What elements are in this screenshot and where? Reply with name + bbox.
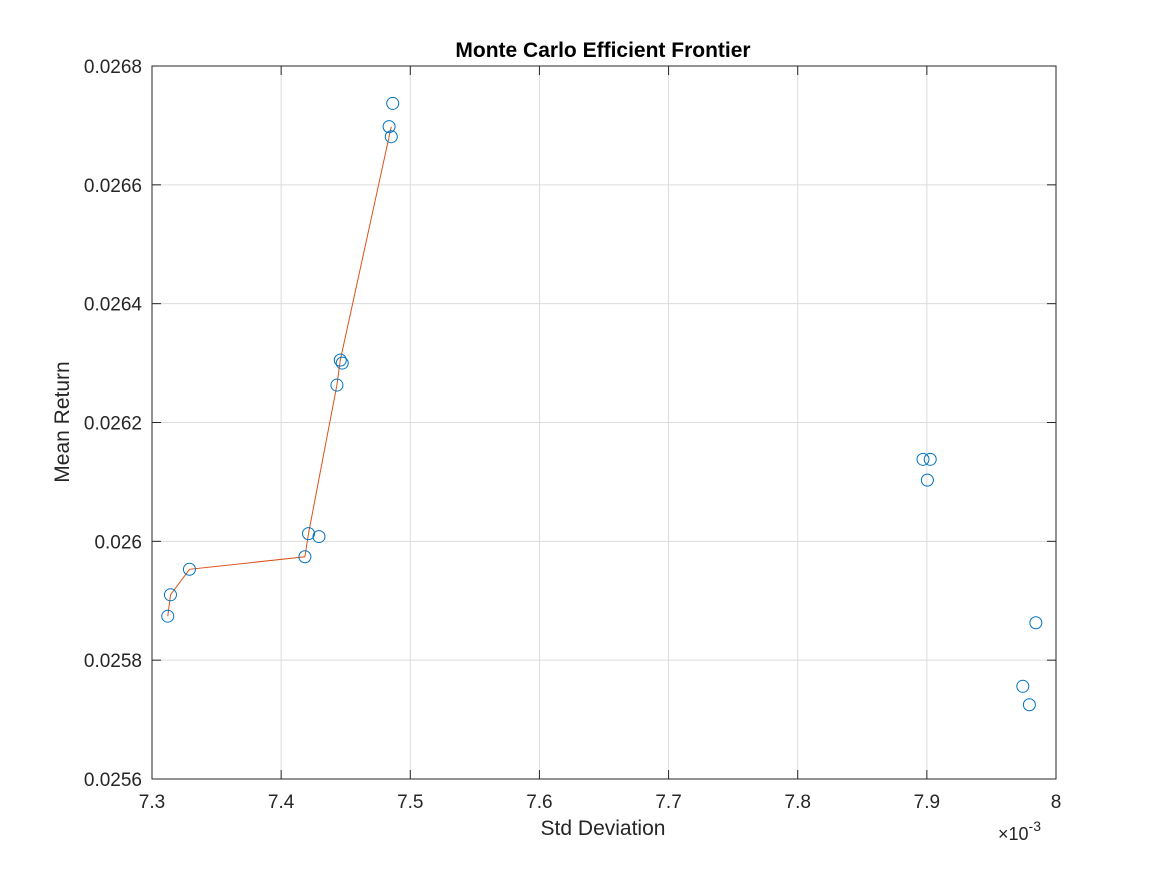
x-exponent-power: -3 bbox=[1029, 818, 1042, 834]
x-tick-label: 7.5 bbox=[397, 792, 423, 813]
portfolio-point bbox=[161, 609, 175, 623]
chart-title: Monte Carlo Efficient Frontier bbox=[455, 39, 750, 62]
portfolio-point bbox=[335, 356, 349, 370]
x-exponent-prefix: ×10 bbox=[998, 824, 1029, 844]
y-tick-label: 0.0266 bbox=[84, 176, 142, 197]
x-axis-exponent: ×10-3 bbox=[998, 818, 1041, 844]
y-axis-label: Mean Return bbox=[51, 361, 74, 482]
portfolio-point bbox=[312, 530, 326, 544]
y-tick-labels: 0.0256 0.0258 0.026 0.0262 0.0264 0.0266 0.026… bbox=[84, 57, 143, 791]
y-tick-label: 0.0258 bbox=[84, 651, 142, 672]
x-tick-label: 7.6 bbox=[526, 792, 552, 813]
portfolio-point bbox=[923, 452, 937, 466]
x-tick-label: 8 bbox=[1051, 792, 1062, 813]
y-tick-label: 0.0264 bbox=[84, 295, 143, 316]
grid bbox=[151, 65, 1057, 780]
portfolio-point bbox=[1016, 679, 1030, 693]
x-tick-label: 7.9 bbox=[914, 792, 940, 813]
portfolio-point bbox=[1022, 698, 1036, 712]
tick-marks bbox=[151, 65, 1057, 780]
x-tick-label: 7.4 bbox=[268, 792, 295, 813]
series-points bbox=[161, 96, 1043, 712]
y-tick-label: 0.026 bbox=[94, 532, 142, 553]
frontier-line bbox=[167, 126, 392, 617]
portfolio-point bbox=[302, 527, 316, 541]
y-tick-label: 0.0268 bbox=[84, 57, 142, 78]
series-lines bbox=[167, 126, 392, 617]
portfolio-point bbox=[384, 130, 398, 144]
portfolio-point bbox=[916, 452, 930, 466]
portfolio-point bbox=[1029, 616, 1043, 630]
portfolio-point bbox=[298, 550, 312, 564]
portfolio-point bbox=[330, 378, 344, 392]
portfolio-point bbox=[382, 120, 396, 134]
x-tick-label: 7.7 bbox=[655, 792, 681, 813]
y-tick-label: 0.0256 bbox=[84, 770, 142, 791]
x-axis-label: Std Deviation bbox=[541, 817, 666, 840]
x-tick-labels: 7.3 7.4 7.5 7.6 7.7 7.8 7.9 8 bbox=[139, 792, 1062, 813]
portfolio-point bbox=[333, 353, 347, 367]
portfolio-point bbox=[920, 473, 934, 487]
portfolio-point bbox=[163, 588, 177, 602]
portfolio-point bbox=[386, 96, 400, 110]
y-tick-label: 0.0262 bbox=[84, 414, 142, 435]
portfolio-point bbox=[182, 562, 196, 576]
x-tick-label: 7.8 bbox=[785, 792, 811, 813]
x-tick-label: 7.3 bbox=[139, 792, 165, 813]
